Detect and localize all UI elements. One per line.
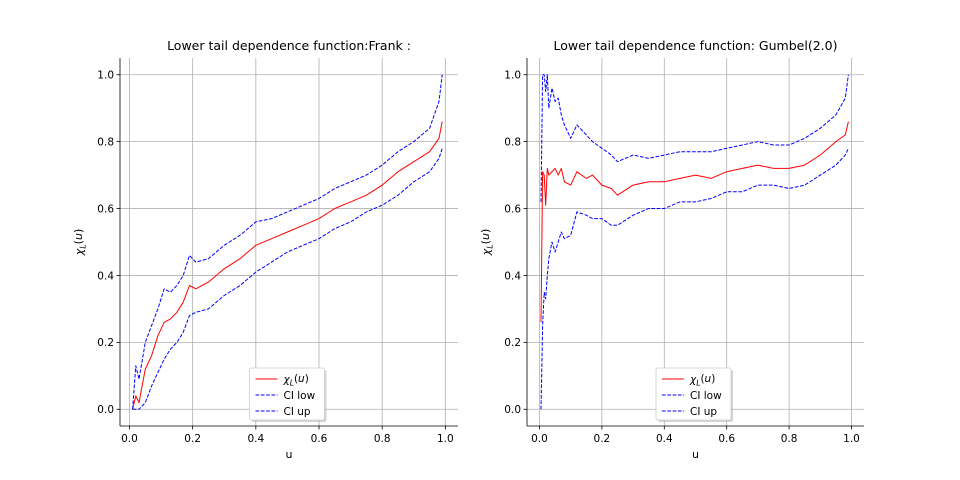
legend-label: CI low [690, 390, 722, 402]
chart-title: Lower tail dependence function:Frank : [167, 38, 411, 53]
x-axis-label: u [286, 448, 293, 461]
y-tick-label: 0.4 [504, 270, 521, 282]
y-tick-label: 0.8 [97, 136, 114, 148]
y-tick-label: 0.6 [504, 203, 521, 215]
x-tick-label: 0.0 [121, 433, 138, 445]
legend-label: χL(u) [283, 373, 309, 387]
chart-panel-1: 0.0 0.2 0.4 0.6 0.8 1.0 0.0 0.2 0.4 0.6 0.8 1.0 Lowe… [72, 38, 458, 461]
x-tick-label: 1.0 [437, 433, 454, 445]
x-tick-label: 0.2 [594, 433, 611, 445]
x-tick-label: 0.8 [374, 433, 391, 445]
x-tick-label: 0.2 [184, 433, 201, 445]
y-tick-label: 0.6 [97, 203, 114, 215]
legend: χL(u) CI low CI up [249, 367, 327, 422]
y-tick-label: 0.4 [97, 270, 114, 282]
legend: χL(u) CI low CI up [655, 367, 733, 422]
legend-frame [655, 367, 732, 421]
x-tick-label: 0.6 [311, 433, 328, 445]
y-axis-label: χL(u) [72, 229, 87, 257]
x-tick-label: 1.0 [843, 433, 860, 445]
legend-label: CI low [284, 390, 316, 402]
y-tick-label: 0.8 [504, 136, 521, 148]
x-tick-label: 0.4 [656, 433, 673, 445]
y-tick-label: 0.0 [97, 404, 114, 416]
y-tick-label: 1.0 [97, 70, 114, 82]
legend-label: CI up [284, 406, 311, 418]
legend-frame [249, 367, 325, 421]
x-tick-label: 0.0 [531, 433, 548, 445]
y-tick-label: 0.0 [504, 404, 521, 416]
x-tick-label: 0.6 [718, 433, 735, 445]
x-axis-label: u [692, 448, 699, 461]
series-line-ci-up [540, 74, 849, 202]
series-line-ci-low [132, 148, 443, 410]
chart-panel-2: 0.0 0.2 0.4 0.6 0.8 1.0 0.0 0.2 0.4 0.6 0.8 1.0 Lowe… [479, 38, 864, 461]
chart-title: Lower tail dependence function: Gumbel(2… [554, 38, 838, 53]
legend-label: χL(u) [689, 373, 715, 387]
series-line--l-u- [540, 121, 849, 323]
x-tick-label: 0.4 [247, 433, 264, 445]
y-tick-label: 1.0 [504, 70, 521, 82]
y-axis-label: χL(u) [479, 229, 494, 257]
series-line-ci-up [132, 74, 443, 410]
y-tick-label: 0.2 [504, 337, 521, 349]
y-tick-label: 0.2 [97, 337, 114, 349]
legend-label: CI up [690, 406, 717, 418]
series-line--l-u- [132, 121, 443, 410]
x-tick-label: 0.8 [781, 433, 798, 445]
series-line-ci-low [540, 148, 849, 410]
